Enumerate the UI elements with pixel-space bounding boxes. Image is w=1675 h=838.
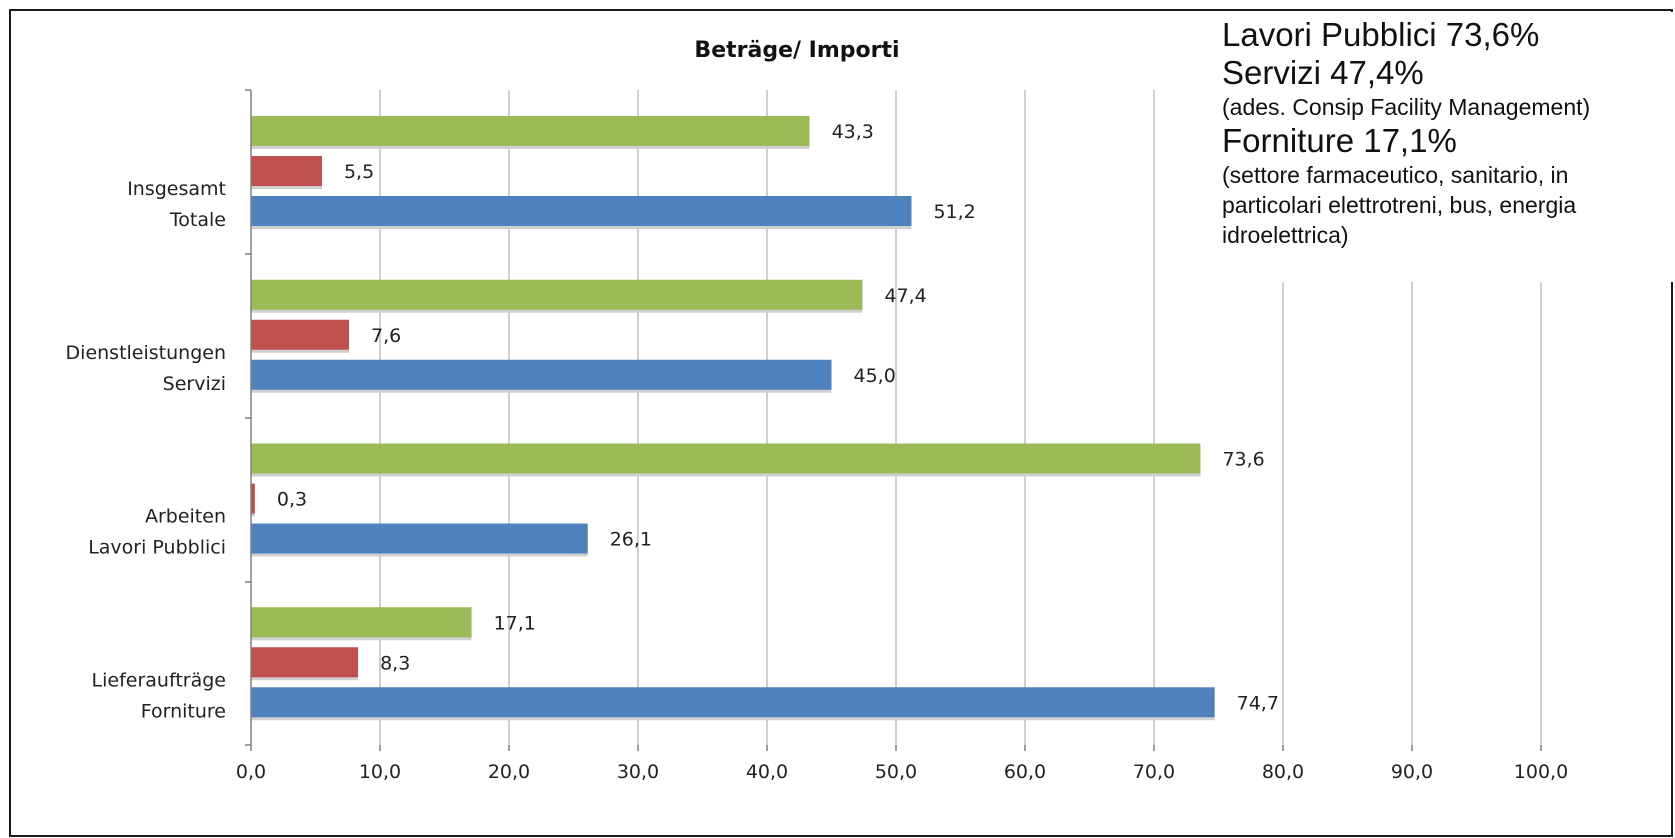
summary-servizi: Servizi 47,4% xyxy=(1222,54,1424,91)
summary-forniture-note-1: (settore farmaceutico, sanitario, in xyxy=(1222,162,1569,188)
x-tick-label: 20,0 xyxy=(488,761,530,783)
data-label: 74,7 xyxy=(1237,692,1279,714)
x-tick-label: 50,0 xyxy=(875,761,917,783)
category-label: Insgesamt xyxy=(127,178,226,200)
bar xyxy=(251,156,322,186)
bar xyxy=(251,687,1215,718)
bar xyxy=(251,483,255,514)
category-label: Forniture xyxy=(141,700,226,722)
bar xyxy=(251,196,912,226)
data-label: 0,3 xyxy=(277,489,307,511)
category-label: Dienstleistungen xyxy=(66,342,226,364)
summary-forniture-note-3: idroelettrica) xyxy=(1222,222,1349,248)
data-labels: 43,3 5,5 51,2 47,4 7,6 45,0 73,6 0,3 26,1 17,1 8,3… xyxy=(277,121,1279,714)
data-label: 43,3 xyxy=(832,121,874,143)
data-label: 45,0 xyxy=(854,365,896,387)
summary-text-box: Lavori Pubblici 73,6% Servizi 47,4% (ade… xyxy=(1222,12,1675,282)
data-label: 47,4 xyxy=(884,285,926,307)
x-tick-label: 100,0 xyxy=(1514,761,1568,783)
bar xyxy=(251,523,588,554)
bar xyxy=(251,443,1201,474)
category-label: Servizi xyxy=(163,373,226,395)
summary-lavori: Lavori Pubblici 73,6% xyxy=(1222,16,1540,53)
data-label: 7,6 xyxy=(371,325,401,347)
x-tick-label: 40,0 xyxy=(746,761,788,783)
summary-servizi-note: (ades. Consip Facility Management) xyxy=(1222,94,1591,120)
data-label: 26,1 xyxy=(610,529,652,551)
summary-forniture-note-2: particolari elettrotreni, bus, energia xyxy=(1222,192,1577,218)
x-tick-label: 30,0 xyxy=(617,761,659,783)
data-label: 8,3 xyxy=(380,652,410,674)
y-axis-categories: Insgesamt Totale Dienstleistungen Servizi Ar… xyxy=(66,178,226,722)
x-tick-label: 70,0 xyxy=(1133,761,1175,783)
summary-forniture: Forniture 17,1% xyxy=(1222,122,1457,159)
data-label: 73,6 xyxy=(1222,449,1264,471)
x-tick-label: 10,0 xyxy=(359,761,401,783)
x-tick-label: 80,0 xyxy=(1262,761,1304,783)
category-label: Lieferaufträge xyxy=(92,669,226,691)
data-label: 51,2 xyxy=(933,201,975,223)
chart-title: Beträge/ Importi xyxy=(694,38,899,63)
data-label: 17,1 xyxy=(494,612,536,634)
bar xyxy=(251,319,350,350)
bar xyxy=(251,607,472,638)
x-tick-label: 60,0 xyxy=(1004,761,1046,783)
bar xyxy=(251,279,863,310)
x-tick-label: 0,0 xyxy=(236,761,266,783)
bar xyxy=(251,116,810,146)
bar xyxy=(251,359,832,390)
x-axis-ticks: 0,0 10,0 20,0 30,0 40,0 50,0 60,0 70,0 80,0 90,0 1… xyxy=(236,89,1568,783)
category-label: Lavori Pubblici xyxy=(88,537,226,559)
bars xyxy=(251,116,1215,721)
category-label: Arbeiten xyxy=(145,506,226,528)
bar xyxy=(251,647,359,678)
data-label: 5,5 xyxy=(344,161,374,183)
x-tick-label: 90,0 xyxy=(1391,761,1433,783)
category-label: Totale xyxy=(169,209,226,231)
